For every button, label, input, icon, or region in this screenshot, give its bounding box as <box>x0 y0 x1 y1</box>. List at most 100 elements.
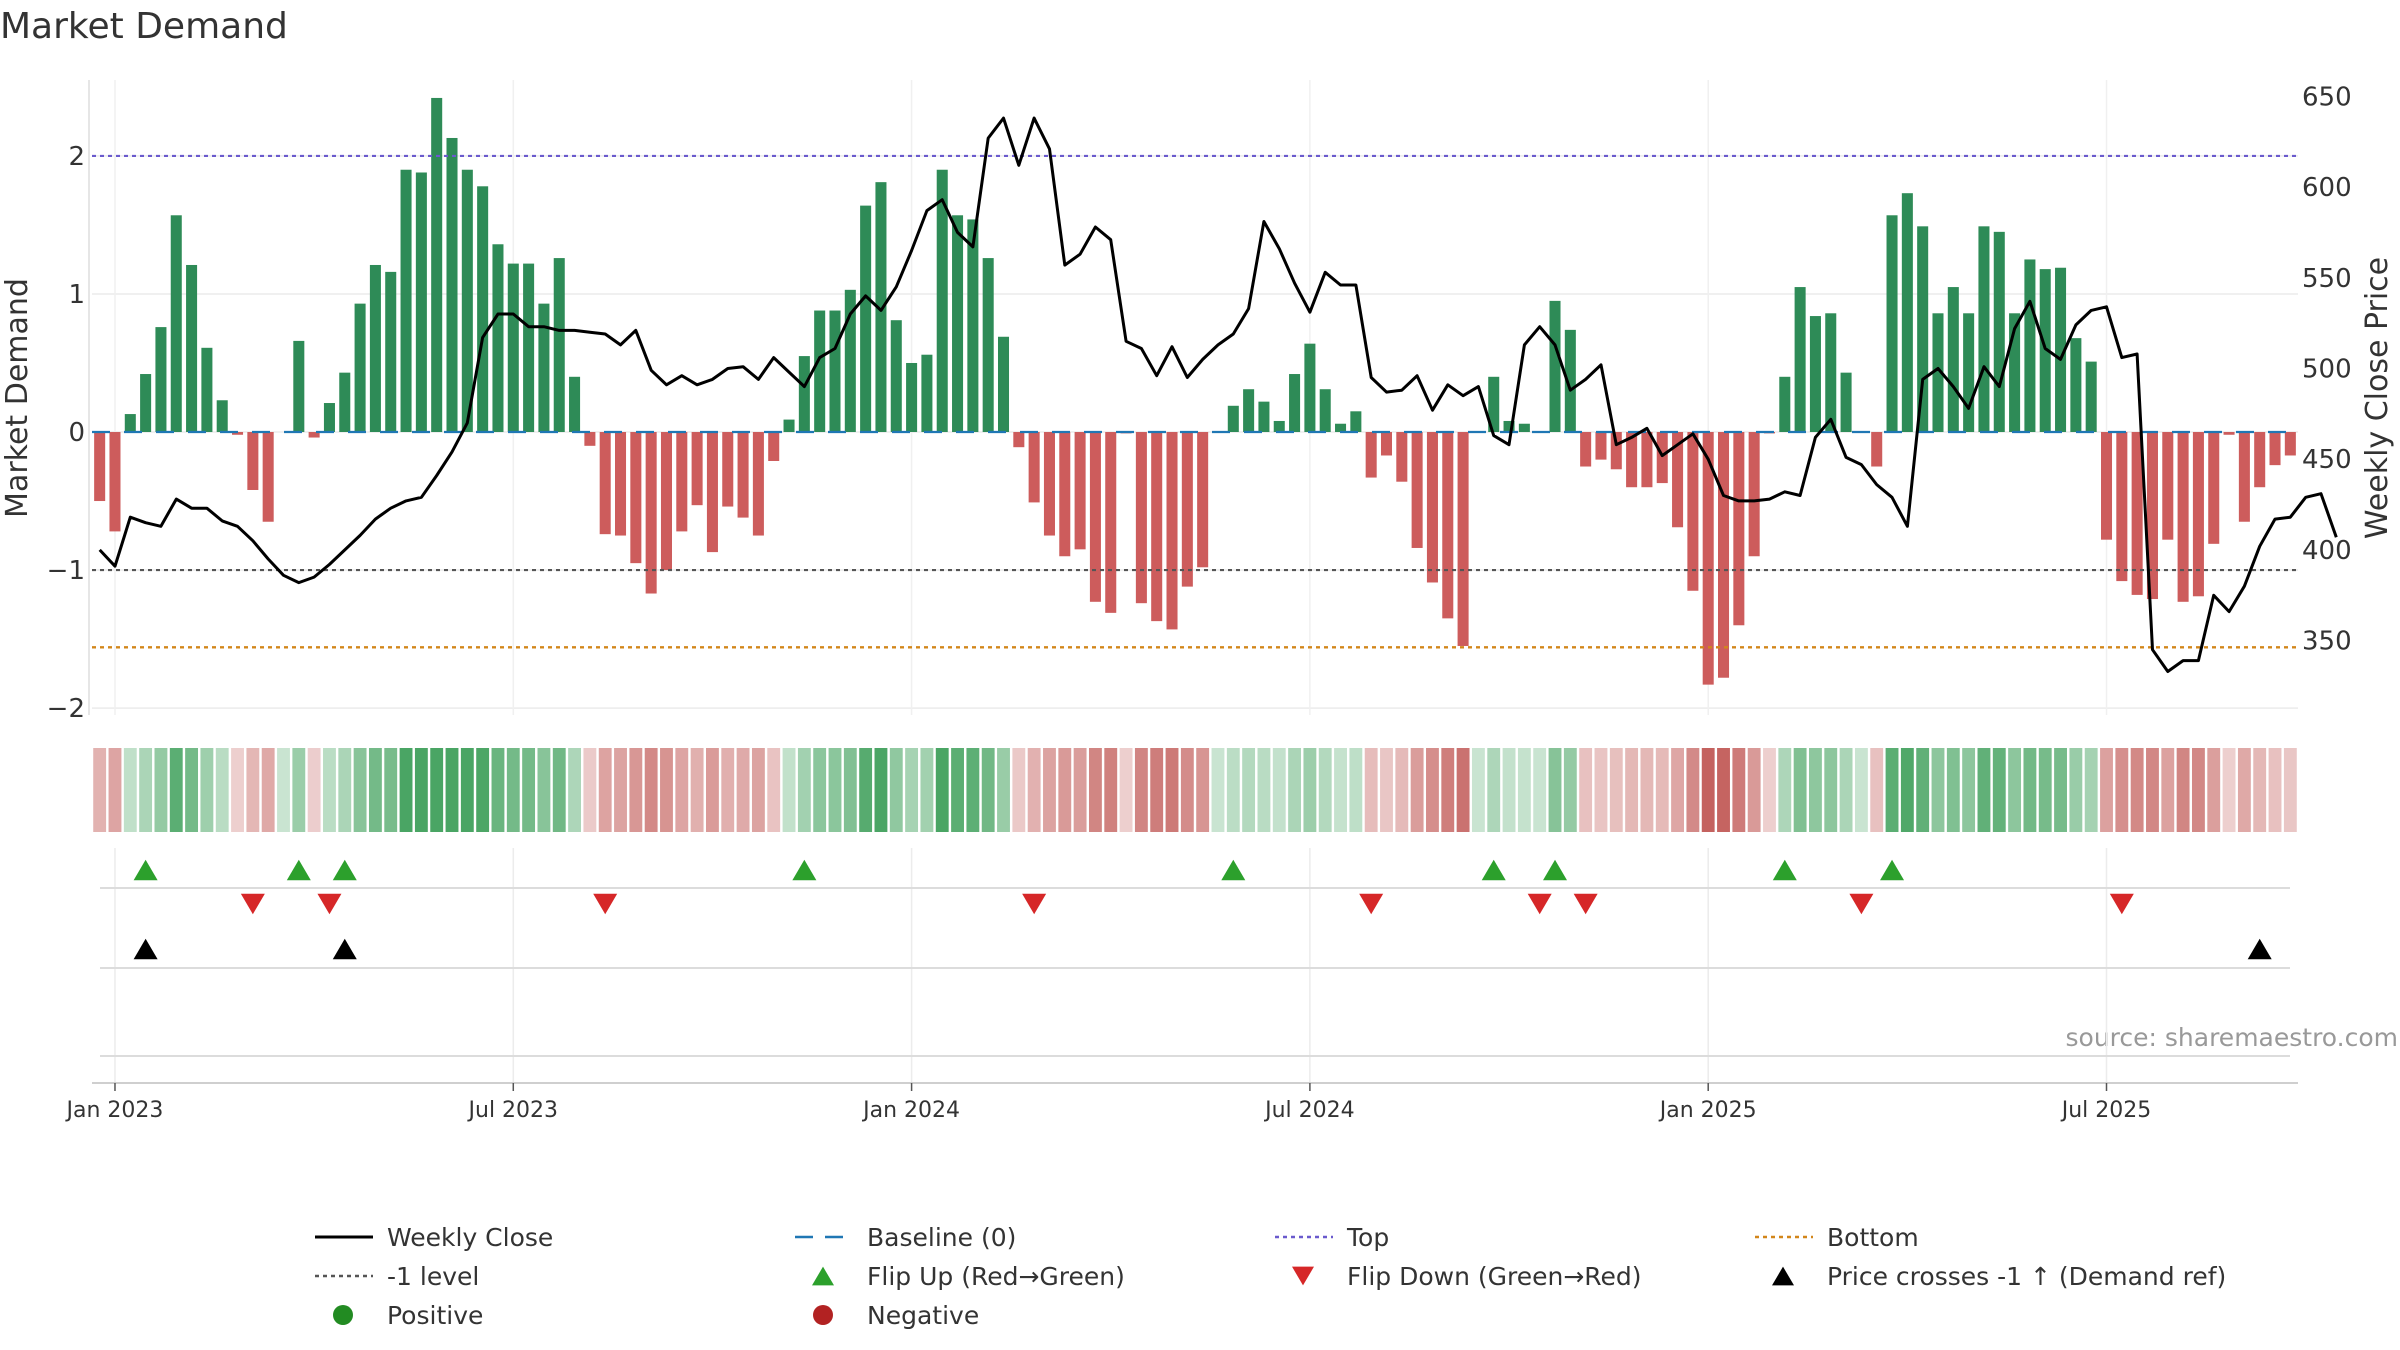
heat-strip-cell <box>721 748 735 832</box>
demand-bar <box>783 419 795 433</box>
demand-bar <box>262 432 274 522</box>
source-credit: source: sharemaestro.com <box>2066 1023 2399 1052</box>
heat-strip-cell <box>323 748 336 832</box>
heat-strip-cell <box>1701 748 1715 832</box>
x-tick-label: Jul 2023 <box>467 1098 559 1123</box>
y-tick-label: 2 <box>68 142 85 172</box>
heat-strip-cell <box>660 748 673 832</box>
demand-bar <box>1074 432 1086 550</box>
heat-strip-cell <box>1502 748 1516 832</box>
demand-bar <box>1978 226 1990 433</box>
demand-bar <box>890 320 902 433</box>
flip-up-marker <box>332 859 357 881</box>
legend-item: Bottom <box>1755 1223 1919 1252</box>
heat-strip-cell <box>1303 748 1317 832</box>
demand-bar <box>354 303 366 433</box>
demand-bar <box>1518 423 1530 433</box>
heat-strip-cell <box>2253 748 2267 832</box>
heat-strip-cell <box>1747 748 1761 832</box>
heat-strip-cell <box>1027 748 1041 832</box>
demand-bar <box>1380 432 1393 456</box>
demand-bar <box>1197 432 1209 568</box>
demand-bar <box>1457 432 1469 646</box>
legend-swatch-price-cross <box>1772 1266 1794 1286</box>
y2-tick-label: 650 <box>2302 82 2352 112</box>
demand-bar <box>1273 420 1285 433</box>
demand-bar <box>553 258 565 433</box>
heat-strip-cell <box>246 748 260 832</box>
heat-strip-cell <box>2283 748 2297 832</box>
heat-strip-cell <box>690 748 704 832</box>
demand-bar <box>1718 432 1730 678</box>
demand-bar <box>1794 287 1806 433</box>
heat-strip-cell <box>1870 748 1884 832</box>
demand-bar <box>1886 215 1898 433</box>
heat-strip-cell <box>736 748 750 832</box>
heat-strip-cell <box>675 748 689 832</box>
demand-bar <box>538 303 550 433</box>
heat-strip-cell <box>1517 748 1531 832</box>
flip-up-marker <box>1543 859 1568 881</box>
demand-bar <box>446 137 458 433</box>
y-tick-label: −2 <box>47 694 85 724</box>
heat-strip-cell <box>1977 748 1991 832</box>
demand-bar <box>186 264 198 433</box>
demand-bar <box>2269 432 2281 466</box>
heat-strip-cell <box>1609 748 1623 832</box>
heat-strip-cell <box>2191 748 2205 832</box>
flip-down-marker <box>240 893 265 915</box>
legend-item: Baseline (0) <box>795 1223 1016 1252</box>
demand-bar <box>1166 432 1178 630</box>
demand-bar <box>1809 316 1821 433</box>
heat-strip-cell <box>1043 748 1056 832</box>
heat-strip-cell <box>1380 748 1393 832</box>
heat-strip-cell <box>1824 748 1838 832</box>
demand-bar <box>1503 420 1515 433</box>
heat-strip-cell <box>552 748 566 832</box>
heat-strip-cell <box>1640 748 1654 832</box>
heat-strip-cell <box>1946 748 1960 832</box>
heat-strip-cell <box>1809 748 1822 832</box>
signal-markers <box>100 859 2290 1057</box>
demand-bar <box>2009 313 2021 433</box>
demand-bar <box>1871 432 1883 467</box>
flip-down-marker <box>1527 893 1552 915</box>
legend-label: Positive <box>387 1301 483 1330</box>
heat-strip-cell <box>1395 748 1409 832</box>
demand-bar <box>2055 267 2067 433</box>
heat-strip-cell <box>2146 748 2159 832</box>
demand-bar <box>1748 432 1760 557</box>
demand-bar <box>1901 193 1913 433</box>
heat-strip-cell <box>460 748 474 832</box>
y2-tick-label: 500 <box>2302 354 2352 384</box>
demand-bar <box>507 263 519 433</box>
heat-strip-cell <box>1579 748 1593 832</box>
heat-strip-cell <box>1563 748 1577 832</box>
heat-strip-cell <box>2115 748 2129 832</box>
legend-label: Price crosses -1 ↑ (Demand ref) <box>1827 1262 2226 1291</box>
heat-strip-cell <box>2176 748 2190 832</box>
heat-strip-cell <box>1931 748 1945 832</box>
y2-tick-label: 350 <box>2302 627 2352 657</box>
legend-swatch-flip-down <box>1292 1266 1314 1286</box>
demand-bar <box>1365 432 1377 478</box>
demand-bar <box>400 169 412 433</box>
demand-bar <box>369 264 381 433</box>
x-tick-label: Jul 2024 <box>1263 1098 1355 1123</box>
legend-item: Positive <box>333 1301 483 1330</box>
demand-bar <box>140 374 152 433</box>
heat-strip-cell <box>920 748 934 832</box>
flip-down-marker <box>1849 893 1874 915</box>
heat-strip-cell <box>1119 748 1133 832</box>
heat-strip-cell <box>598 748 612 832</box>
heat-strip-cell <box>445 748 459 832</box>
heat-strip-cell <box>1533 748 1547 832</box>
y-axis-label: Market Demand <box>0 278 35 518</box>
axes: −2 −1 0 1 2 350 400 450 500 550 600 650 Jan 2023 Jul … <box>47 80 2352 1123</box>
heat-strip-cell <box>491 748 505 832</box>
heat-strip-cell <box>1242 748 1256 832</box>
demand-bar <box>952 215 964 433</box>
heat-strip-cell <box>2207 748 2221 832</box>
demand-bar <box>1089 432 1101 602</box>
heat-strip-cell <box>506 748 520 832</box>
